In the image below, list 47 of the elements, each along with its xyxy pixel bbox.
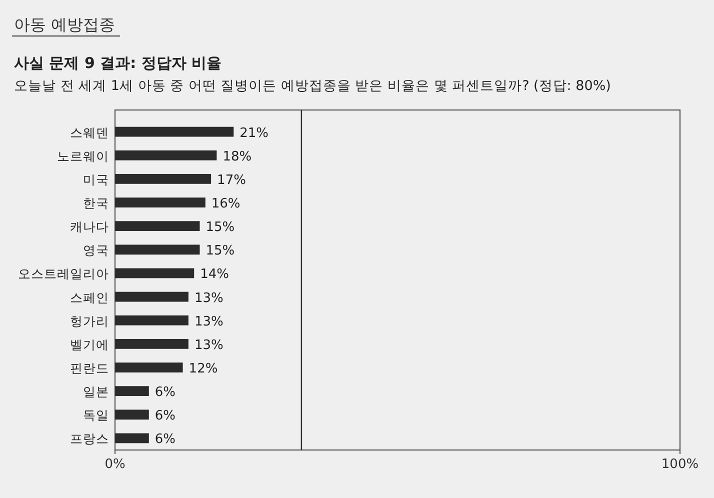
data-label: 16%: [211, 196, 240, 212]
text: 아동 예방접종: [14, 15, 116, 34]
bar: [115, 315, 188, 326]
data-label: 17%: [217, 172, 246, 188]
bar: [115, 433, 149, 444]
y-tick-label: 노르웨이: [57, 148, 109, 164]
bar: [115, 174, 212, 184]
data-label: 6%: [154, 432, 176, 448]
y-tick-label: 헝가리: [70, 313, 109, 328]
y-tick-label: 영국: [83, 242, 109, 258]
bar: [115, 338, 188, 349]
y-tick-label: 스페인: [70, 290, 109, 305]
bar: [115, 362, 183, 372]
data-label: 13%: [194, 290, 224, 306]
y-tick-label: 스웨덴: [70, 124, 109, 140]
data-label: 14%: [200, 267, 230, 282]
data-label: 15%: [206, 220, 235, 236]
bar: [115, 150, 217, 160]
y-tick-label: 독일: [83, 408, 109, 423]
y-tick-label: 한국: [83, 196, 109, 210]
chart-title: 사실 문제 9 결과: 정답자 비율: [14, 54, 222, 72]
x-tick-label: 0%: [104, 457, 126, 472]
data-label: 13%: [194, 338, 224, 353]
bar: [115, 268, 194, 278]
bar: [115, 386, 149, 396]
data-label: 18%: [222, 149, 252, 164]
bar: [115, 126, 234, 137]
bar: [115, 292, 188, 302]
y-tick-label: 벨기에: [70, 336, 109, 352]
x-tick-label: 100%: [661, 457, 699, 472]
y-tick-label: 오스트레일리아: [18, 266, 109, 282]
y-tick-label: 일본: [83, 384, 109, 400]
y-tick-label: 미국: [83, 172, 109, 187]
y-tick-label: 프랑스: [70, 431, 109, 446]
bar: [115, 198, 206, 208]
bar: [115, 410, 149, 420]
data-label: 13%: [194, 314, 224, 330]
bar: [115, 221, 200, 232]
y-tick-label: 핀란드: [70, 360, 109, 376]
data-label: 6%: [154, 385, 176, 400]
data-label: 12%: [188, 362, 218, 376]
data-label: 6%: [154, 408, 176, 424]
bar: [115, 244, 200, 255]
chart-subtitle: 오늘날 전 세계 1세 아동 중 어떤 질병이든 예방접종을 받은 비율은 몇 퍼센트일까? (정답: 80%): [14, 78, 611, 94]
y-tick-label: 캐나다: [70, 219, 109, 234]
data-label: 15%: [206, 244, 235, 259]
data-label: 21%: [240, 126, 269, 141]
